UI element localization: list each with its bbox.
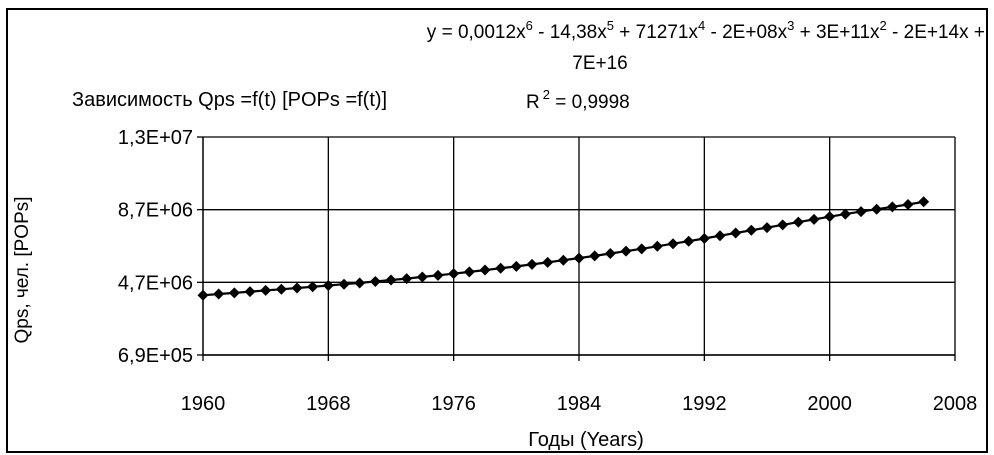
axes	[197, 136, 956, 361]
data-point-marker	[432, 269, 444, 281]
data-point-marker	[651, 240, 663, 252]
data-point-marker	[448, 268, 460, 280]
data-point-marker	[839, 208, 851, 220]
data-point-marker	[761, 222, 773, 234]
data-point-marker	[385, 274, 397, 286]
x-tick-label: 2008	[933, 393, 978, 415]
data-point-marker	[918, 196, 930, 208]
data-point-marker	[307, 281, 319, 293]
data-point-marker	[369, 275, 381, 287]
data-point-marker	[322, 279, 334, 291]
y-axis-label: Qps, чел. [POPs]	[12, 196, 33, 343]
data-point-marker	[604, 248, 616, 260]
data-point-marker	[510, 260, 522, 272]
chart-frame	[6, 8, 988, 453]
data-point-marker	[291, 282, 303, 294]
trendline-equation-line2: 7E+16	[572, 53, 627, 74]
data-point-marker	[855, 206, 867, 218]
y-tick-label: 1,3E+07	[118, 127, 193, 149]
data-point-marker	[557, 254, 569, 266]
x-tick-label: 1968	[306, 393, 351, 415]
data-point-marker	[463, 266, 475, 278]
data-point-marker	[244, 286, 256, 298]
data-point-marker	[745, 224, 757, 236]
data-point-marker	[260, 284, 272, 296]
data-point-marker	[636, 243, 648, 255]
data-point-marker	[620, 245, 632, 257]
data-point-marker	[573, 252, 585, 264]
data-point-marker	[667, 238, 679, 250]
data-point-marker	[213, 288, 225, 300]
data-point-marker	[354, 277, 366, 289]
data-point-marker	[698, 232, 710, 244]
y-tick-label: 4,7E+06	[118, 272, 193, 294]
data-point-marker	[401, 273, 413, 285]
data-point-marker	[871, 203, 883, 215]
data-point-marker	[228, 287, 240, 299]
data-point-marker	[589, 250, 601, 262]
data-point-marker	[338, 278, 350, 290]
data-point-marker	[526, 258, 538, 270]
x-tick-labels: 1960 1968 1976 1984 1992 2000 2008	[181, 393, 978, 415]
data-point-marker	[808, 213, 820, 225]
data-point-marker	[416, 271, 428, 283]
x-tick-label: 2000	[807, 393, 852, 415]
data-point-marker	[777, 219, 789, 231]
data-point-marker	[792, 216, 804, 228]
data-point-marker	[824, 211, 836, 223]
x-axis-label: Годы (Years)	[528, 429, 644, 451]
data-point-marker	[902, 199, 914, 211]
data-point-marker	[479, 264, 491, 276]
x-tick-label: 1992	[682, 393, 727, 415]
data-point-marker	[542, 256, 554, 268]
data-points	[197, 196, 930, 301]
x-tick-label: 1984	[557, 393, 602, 415]
x-tick-label: 1976	[431, 393, 476, 415]
y-tick-labels: 6,9E+05 4,7E+06 8,7E+06 1,3E+07	[118, 127, 193, 367]
data-point-marker	[197, 289, 209, 301]
grid-lines	[203, 136, 956, 356]
y-tick-label: 8,7E+06	[118, 200, 193, 222]
y-tick-label: 6,9E+05	[118, 345, 193, 367]
data-point-marker	[730, 227, 742, 239]
data-point-marker	[886, 201, 898, 213]
chart-title: Зависимость Qps =f(t) [POPs =f(t)]	[72, 89, 387, 111]
trendline-equation: y = 0,0012x6 - 14,38x5 + 71271x4 - 2E+08…	[427, 18, 985, 43]
data-point-marker	[714, 230, 726, 242]
data-point-marker	[683, 235, 695, 247]
x-tick-label: 1960	[181, 393, 226, 415]
data-point-marker	[495, 262, 507, 274]
data-point-marker	[275, 283, 287, 295]
